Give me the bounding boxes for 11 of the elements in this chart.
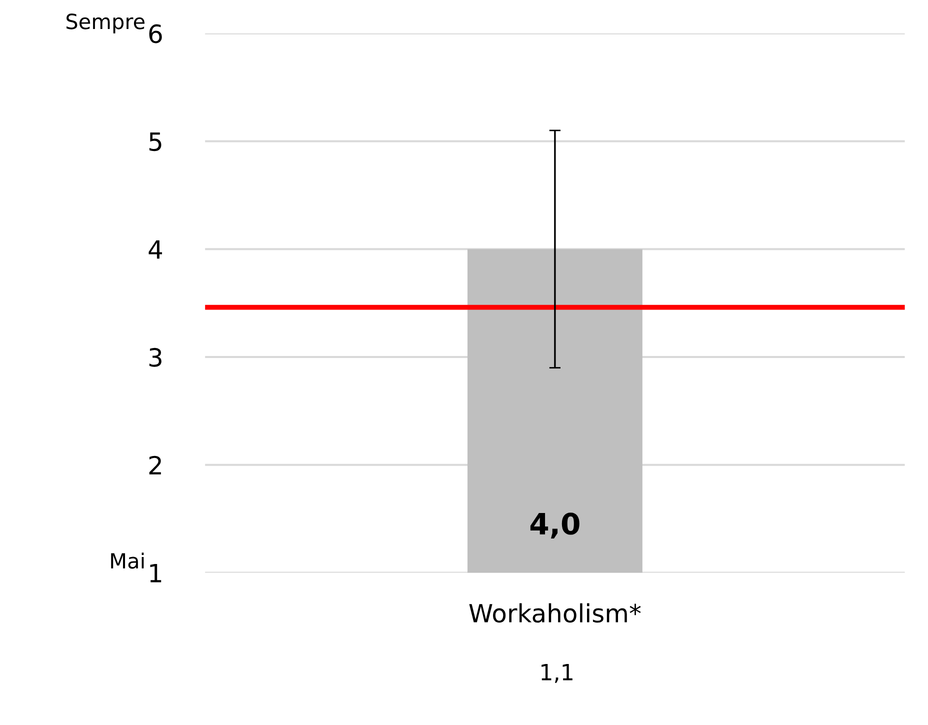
data-label: 4,0 [530,512,580,538]
y-tick-label: 4 [148,240,162,259]
x-tick-label: Workaholism* [469,603,641,623]
y-tick-label: 3 [149,348,162,367]
y-tick-label: 6 [149,24,162,44]
y-tick-label: 2 [149,456,161,474]
text: 1,1 [542,664,572,683]
text: Mai [111,552,144,569]
text: Sempre [66,14,144,34]
y-tick-label: 5 [149,132,162,152]
y-tick-label: 1 [150,564,162,582]
